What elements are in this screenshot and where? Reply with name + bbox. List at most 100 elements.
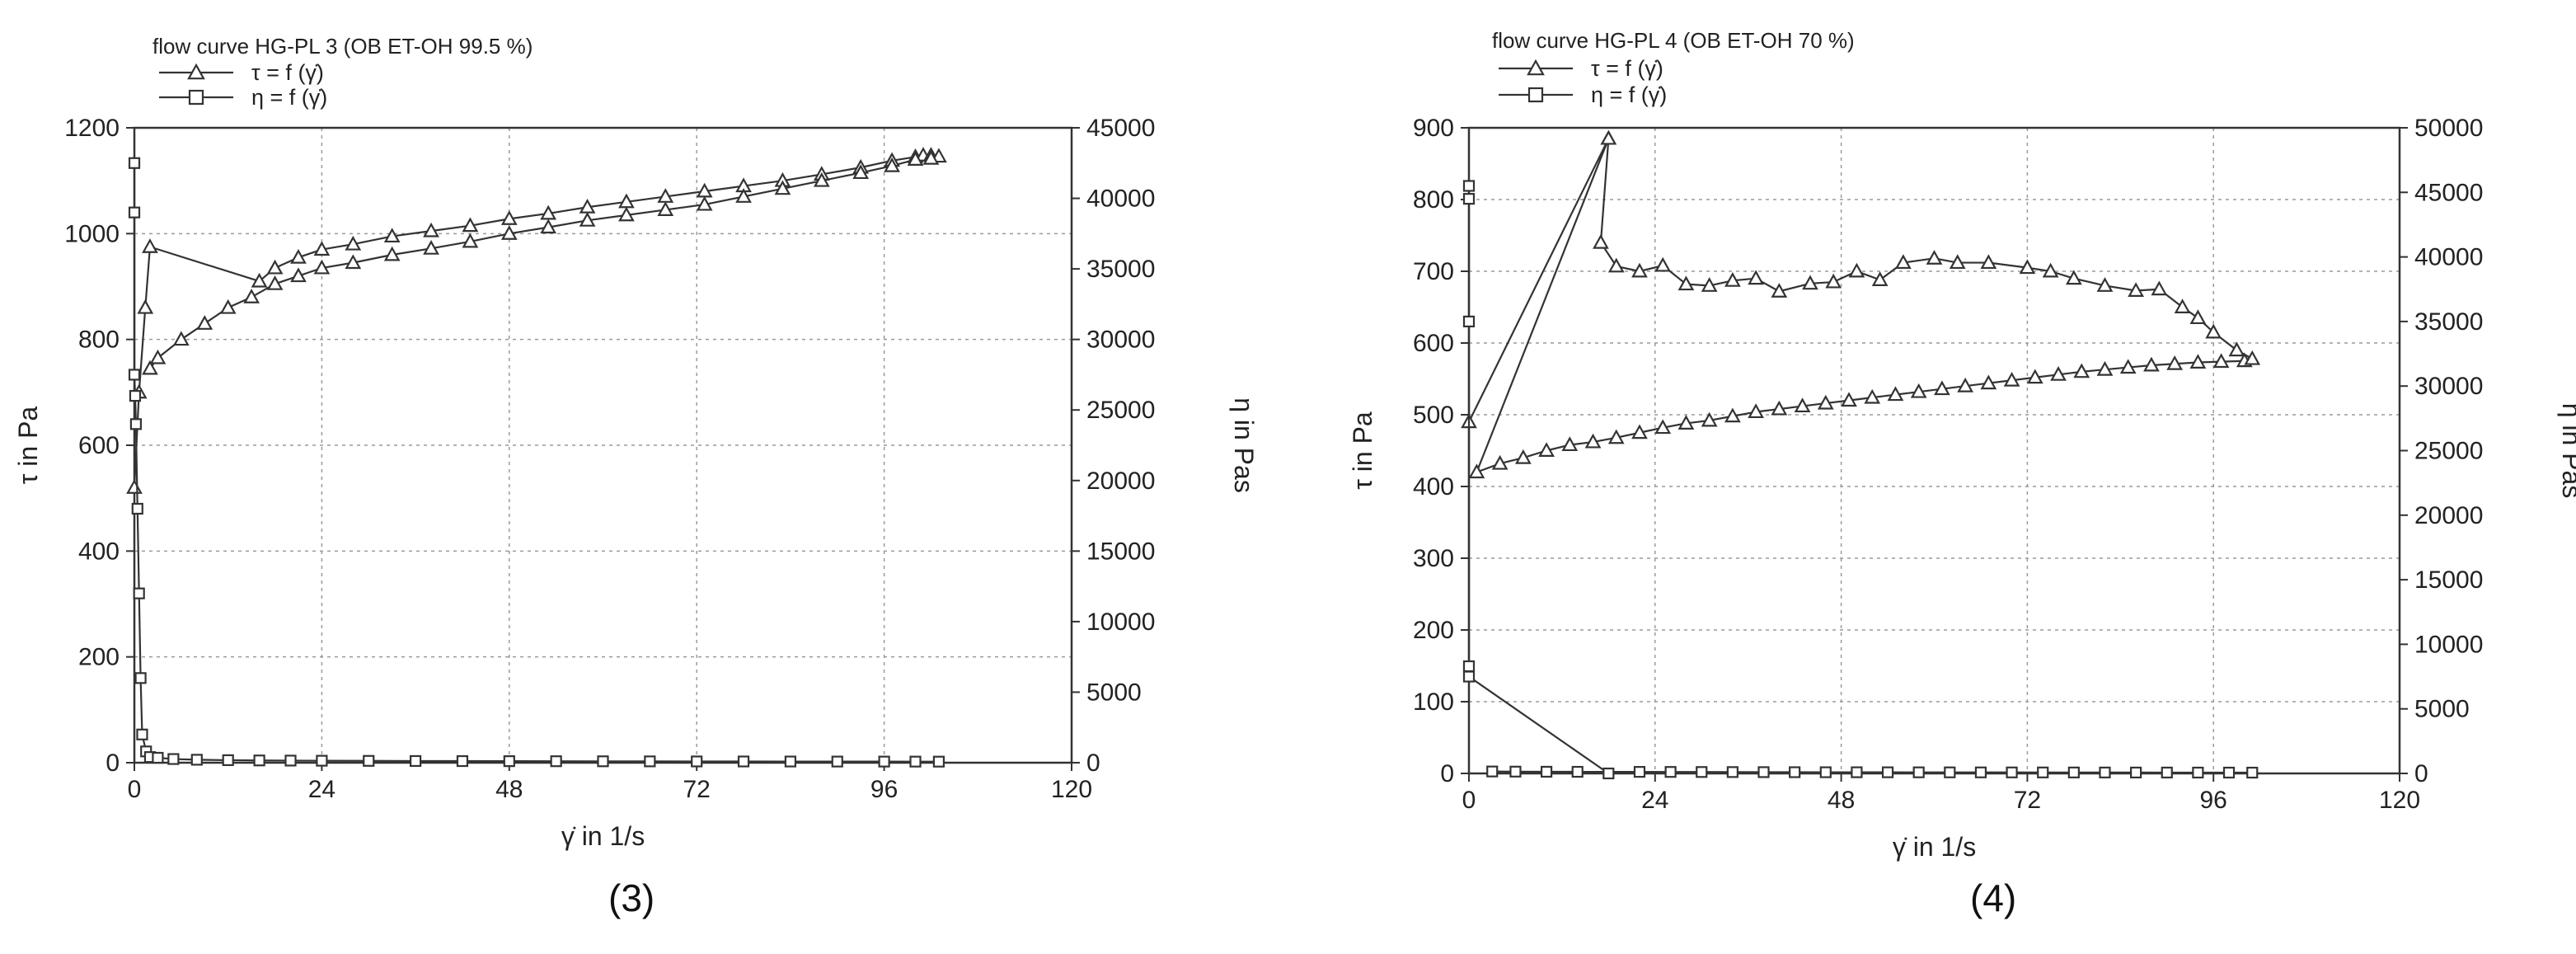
data-point-triangle: [345, 254, 362, 270]
data-point-square: [1819, 766, 1832, 778]
series-eta: [128, 157, 945, 768]
data-point-triangle: [2026, 369, 2043, 384]
y2-tick-label: 25000: [1086, 397, 1155, 424]
data-point-square: [932, 755, 945, 768]
data-point-triangle: [290, 267, 307, 283]
data-point-square: [1462, 193, 1476, 205]
data-point-square: [2222, 766, 2236, 779]
data-point-triangle: [1654, 419, 1672, 435]
chart-3: 0 24 48 72 96 1200200400600800100012000500010…: [13, 34, 1259, 851]
data-point-triangle: [1724, 407, 1741, 423]
data-point-triangle: [462, 217, 479, 233]
data-point-triangle: [290, 248, 307, 264]
data-point-triangle: [2096, 277, 2114, 292]
y2-tick-label: 0: [2414, 760, 2428, 787]
data-point-triangle: [142, 360, 158, 375]
data-point-square: [129, 390, 142, 402]
data-point-triangle: [251, 272, 268, 288]
data-point-triangle: [1894, 254, 1912, 270]
data-point-square: [503, 755, 515, 768]
data-point-square: [1509, 765, 1522, 778]
x-tick-label: 96: [870, 776, 898, 803]
data-point-square: [128, 157, 141, 169]
data-point-square: [167, 753, 180, 765]
panel-label-3: (3): [608, 876, 655, 919]
data-point-square: [1851, 766, 1863, 778]
series-tau: [1461, 129, 2261, 479]
data-point-triangle: [2128, 282, 2144, 297]
data-point-square: [1462, 670, 1476, 683]
data-point-square: [1912, 766, 1925, 778]
data-point-square: [1633, 766, 1646, 778]
data-point-triangle: [313, 259, 331, 275]
legend-marker-square: [188, 89, 204, 106]
y2-tick-label: 40000: [2414, 244, 2483, 271]
data-point-triangle: [2096, 360, 2114, 376]
legend-marker-square: [1527, 87, 1544, 103]
data-point-triangle: [1538, 442, 1555, 458]
data-point-triangle: [2065, 270, 2082, 285]
series-line: [133, 154, 941, 488]
x-tick-label: 24: [308, 776, 335, 803]
y2-tick-label: 10000: [2414, 631, 2483, 658]
data-point-triangle: [1771, 283, 1788, 298]
y-tick-label: 600: [78, 432, 120, 459]
y2-tick-label: 20000: [2414, 502, 2483, 529]
data-point-square: [2246, 766, 2259, 779]
data-point-square: [152, 751, 164, 764]
data-point-triangle: [907, 151, 924, 166]
y2-tick-label: 30000: [2414, 373, 2483, 400]
y2-tick-label: 40000: [1086, 186, 1155, 213]
data-point-triangle: [1817, 394, 1834, 410]
data-point-triangle: [1802, 275, 1818, 290]
data-point-triangle: [1514, 449, 1532, 464]
data-point-square: [1602, 767, 1615, 780]
data-point-triangle: [1949, 254, 1966, 270]
data-point-triangle: [1825, 273, 1842, 289]
legend-label: τ = f (γ̇): [251, 60, 324, 85]
data-point-square: [2130, 766, 2142, 779]
series-eta: [1462, 180, 2259, 780]
data-point-triangle: [618, 206, 635, 222]
data-point-square: [456, 754, 469, 768]
data-point-triangle: [657, 201, 674, 216]
x-tick-label: 120: [1051, 776, 1092, 803]
data-point-triangle: [1631, 424, 1648, 439]
y-tick-label: 200: [1413, 617, 1454, 644]
data-point-triangle: [500, 210, 518, 225]
data-point-square: [1974, 766, 1987, 778]
chart-title: flow curve HG-PL 4 (OB ET-OH 70 %): [1492, 28, 1855, 53]
data-point-triangle: [2205, 323, 2222, 339]
data-point-triangle: [462, 233, 479, 248]
data-point-triangle: [266, 275, 284, 290]
y2-tick-label: 45000: [2414, 179, 2483, 206]
data-point-triangle: [852, 164, 870, 180]
data-point-triangle: [1631, 262, 1648, 278]
data-point-triangle: [1600, 129, 1617, 145]
data-point-square: [222, 754, 234, 767]
legend-marker-triangle: [187, 63, 205, 80]
x-tick-label: 24: [1641, 787, 1668, 814]
data-point-square: [1462, 660, 1476, 673]
y-tick-label: 800: [1413, 186, 1454, 214]
y2-tick-label: 35000: [2414, 308, 2483, 336]
x-tick-label: 48: [495, 776, 523, 803]
data-point-triangle: [1677, 415, 1695, 430]
y2-tick-label: 20000: [1086, 468, 1155, 495]
data-point-triangle: [219, 298, 237, 314]
data-point-triangle: [922, 149, 940, 165]
series-line: [133, 162, 939, 763]
data-point-triangle: [579, 212, 596, 227]
data-point-triangle: [1980, 254, 1997, 270]
data-point-square: [2067, 766, 2080, 778]
data-point-square: [253, 754, 265, 767]
data-point-triangle: [1724, 272, 1741, 287]
x-tick-label: 48: [1828, 787, 1855, 814]
data-point-triangle: [813, 172, 830, 187]
series-tau: [126, 147, 947, 494]
data-point-triangle: [1864, 388, 1881, 404]
y-tick-label: 900: [1413, 115, 1454, 142]
y-tick-label: 100: [1413, 688, 1454, 716]
data-point-square: [410, 754, 422, 768]
data-point-square: [1486, 765, 1499, 778]
